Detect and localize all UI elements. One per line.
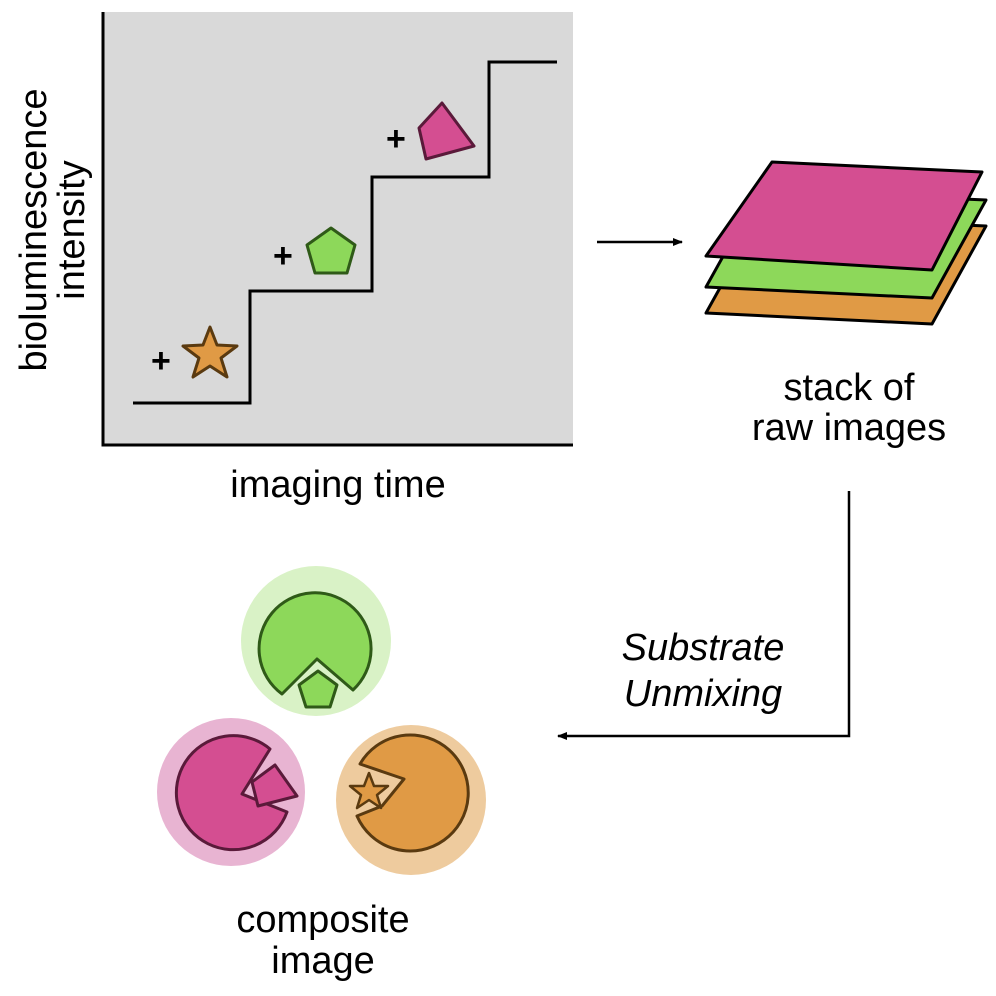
plot-axes: [101, 12, 573, 447]
pentagon-icon: [305, 226, 357, 275]
x-axis-label: imaging time: [230, 464, 445, 506]
composite-label-line1: composite: [236, 899, 409, 941]
plus-sign-pentagon: +: [273, 237, 293, 275]
arrow-stack-to-composite: [557, 491, 851, 740]
orange-cell-body: [355, 733, 470, 853]
stack-label-line1: stack of: [784, 367, 915, 409]
composite-label-line2: image: [271, 940, 375, 982]
magenta-cell: [157, 718, 305, 866]
green-cell: [241, 566, 391, 716]
process-label-line2: Unmixing: [624, 673, 782, 715]
stack-label-line2: raw images: [752, 407, 946, 449]
plus-sign-star: +: [151, 342, 171, 380]
green-cell-body: [257, 591, 373, 696]
pentagon-icon: [297, 669, 339, 709]
stack-layer-magenta: [704, 160, 984, 272]
plot-background: [103, 12, 573, 445]
raw-image-stack: stack of raw images: [704, 160, 988, 449]
quadrilateral-icon: [417, 101, 476, 161]
quadrilateral-icon: [250, 763, 299, 808]
y-axis-label-line1: bioluminescence: [13, 88, 55, 371]
plus-sign-quad: +: [386, 120, 406, 158]
magenta-cell-body: [174, 734, 289, 852]
star-icon: [348, 771, 390, 810]
orange-cell: [336, 725, 486, 875]
process-label-line1: Substrate: [622, 627, 785, 669]
star-icon: [181, 325, 239, 379]
composite-image: composite image: [157, 566, 486, 982]
intensity-plot: + + + bioluminescence intensity imaging …: [13, 12, 573, 506]
intensity-step-line: [133, 60, 557, 405]
y-axis-label-line2: intensity: [51, 160, 93, 299]
